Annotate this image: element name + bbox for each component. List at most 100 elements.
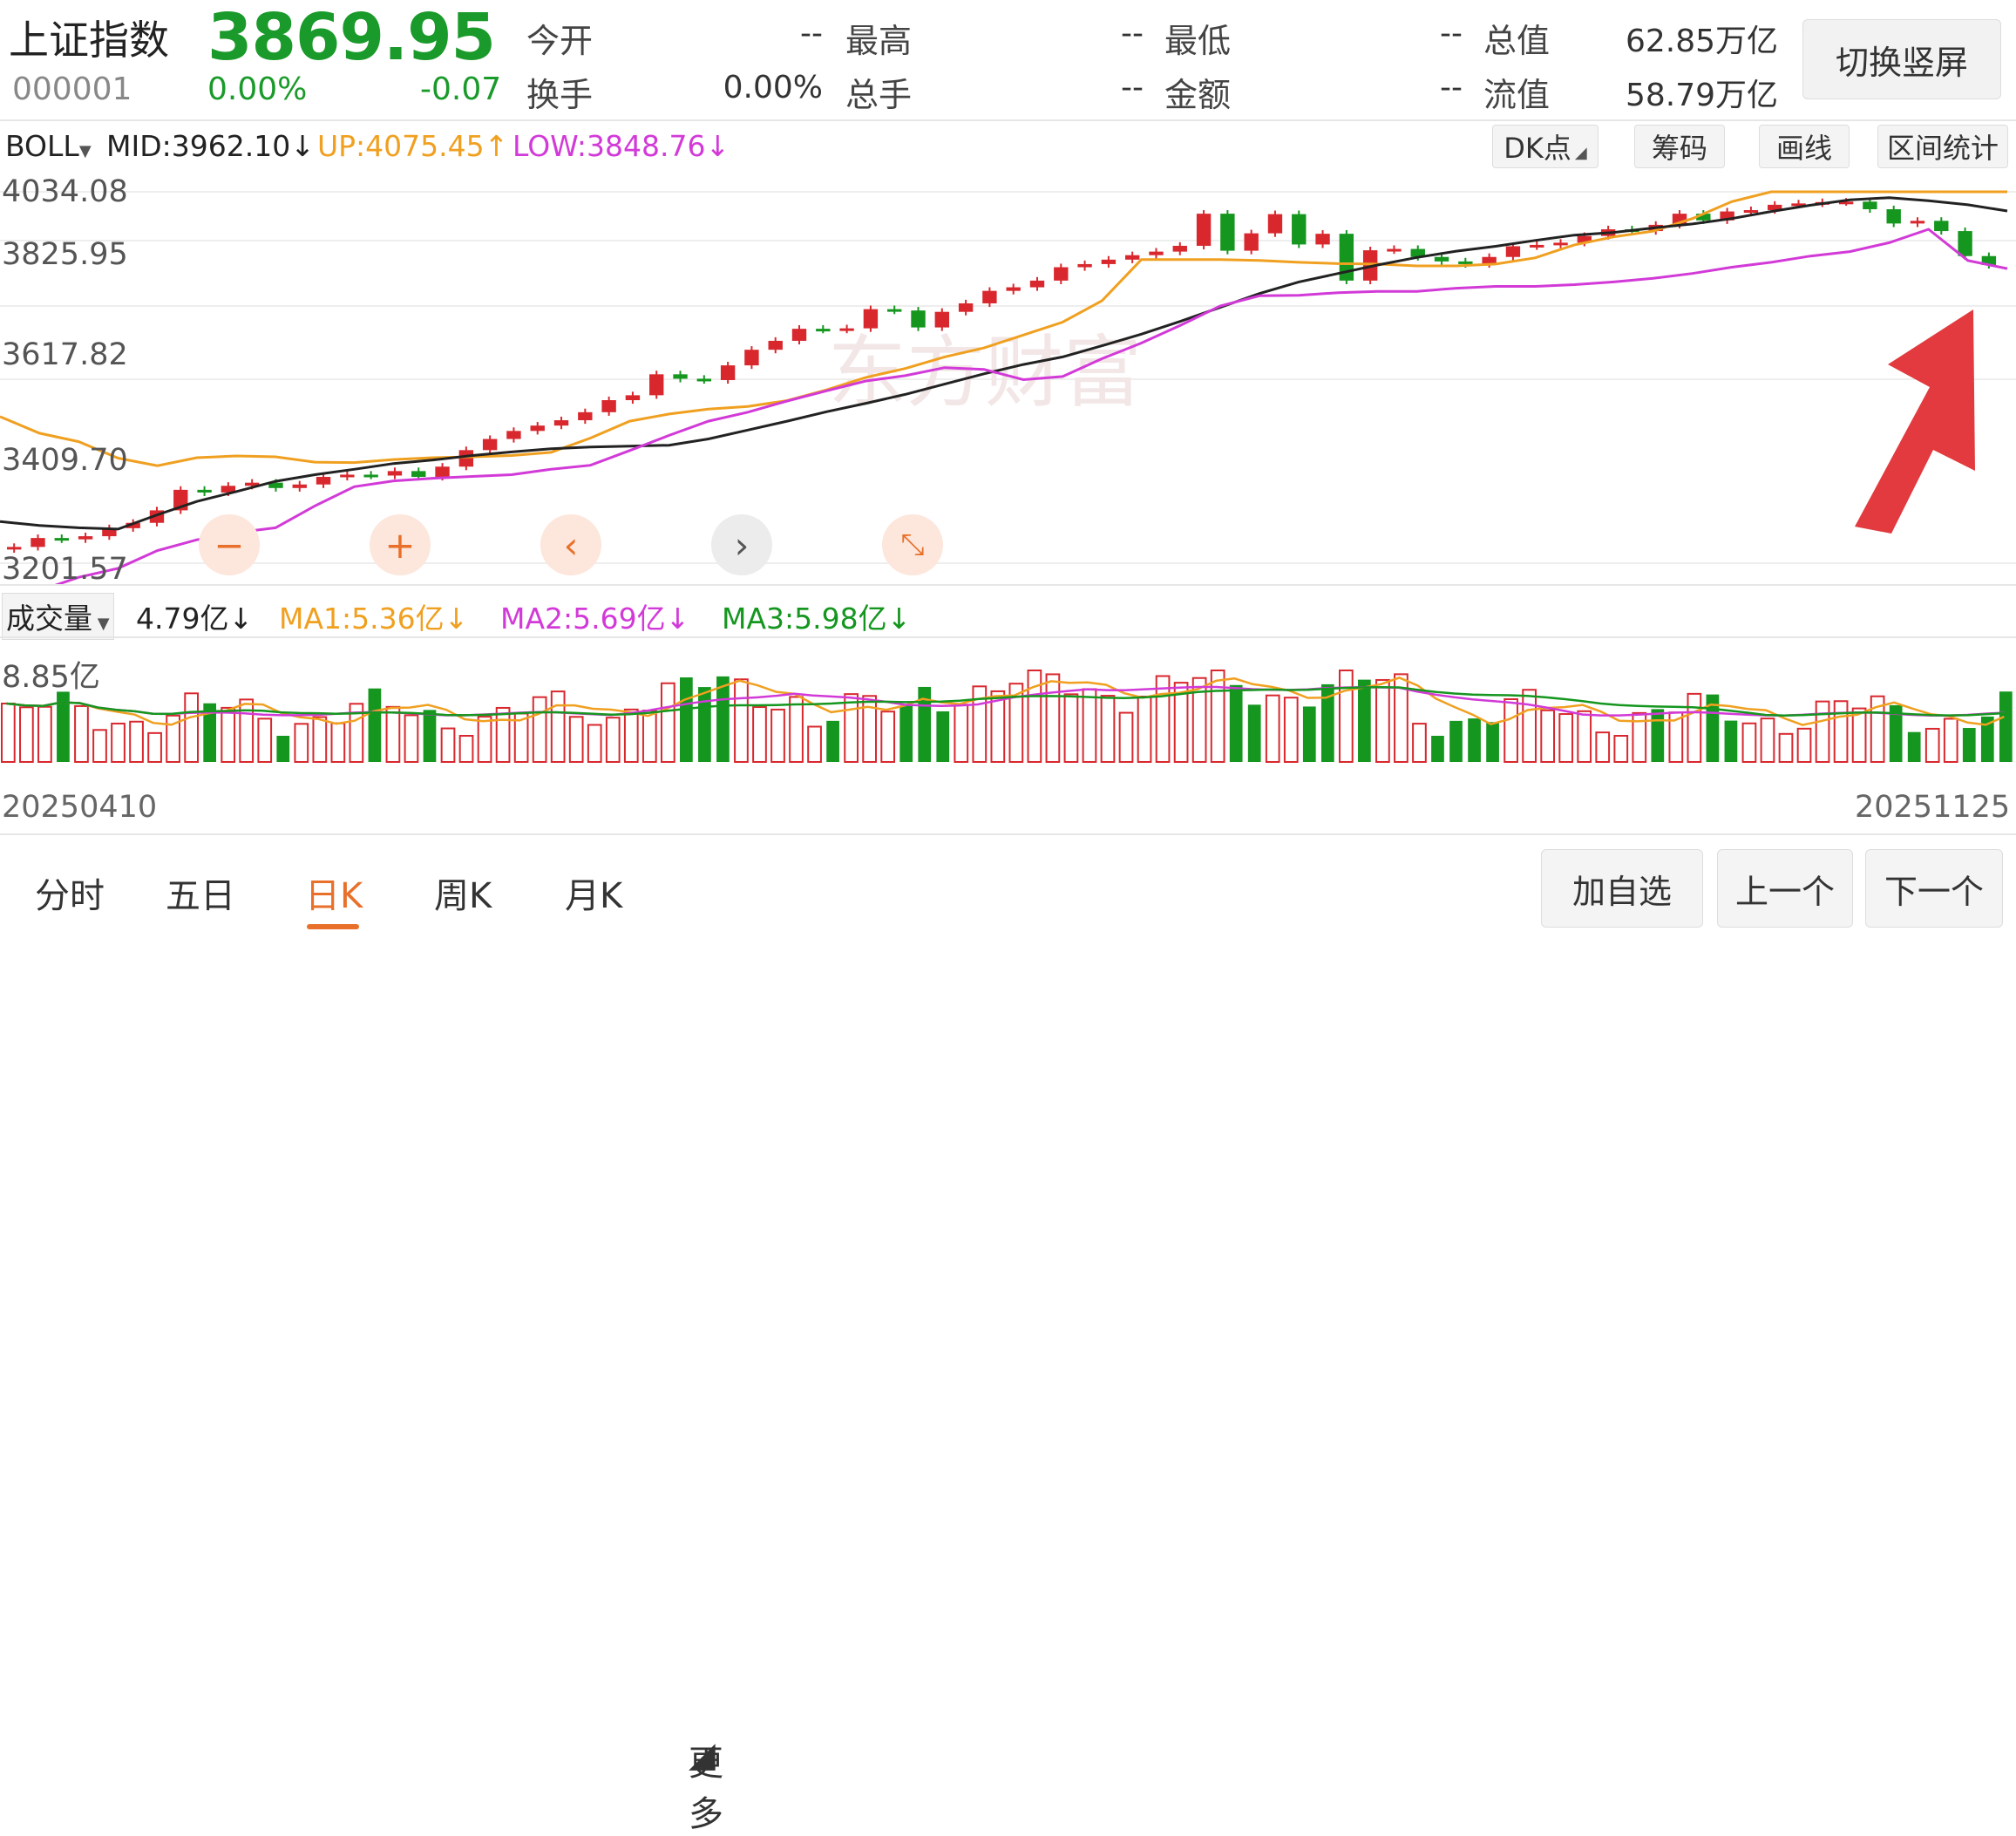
candle xyxy=(1292,214,1307,245)
quote-value-float-value: 58.79万亿 xyxy=(1625,78,1778,113)
candle xyxy=(102,527,117,537)
tab-monthly-k[interactable]: 月K xyxy=(565,876,623,916)
candle xyxy=(1791,203,1806,207)
volume-bar xyxy=(1468,718,1481,762)
dk-point-button[interactable]: DK点 ◢ xyxy=(1492,125,1599,168)
candle xyxy=(292,484,307,488)
next-button[interactable]: 下一个 xyxy=(1865,849,2003,928)
boll-lower-line xyxy=(54,228,2008,584)
volume-bar xyxy=(826,720,839,762)
date-start: 20250410 xyxy=(2,790,158,825)
volume-bar xyxy=(1137,696,1152,763)
volume-bar xyxy=(1394,673,1408,764)
volume-bar xyxy=(458,735,474,763)
volume-bar xyxy=(1962,728,1976,762)
volume-bar xyxy=(880,711,896,763)
candle xyxy=(1315,234,1330,245)
tab-intraday[interactable]: 分时 xyxy=(35,876,105,916)
candle xyxy=(78,536,93,540)
candle xyxy=(1006,287,1021,291)
volume-bar xyxy=(1486,722,1499,762)
price-tick-1: 4034.08 xyxy=(2,174,128,209)
scroll-right-button[interactable]: › xyxy=(711,514,772,575)
candle xyxy=(958,303,974,312)
volume-bar xyxy=(680,677,693,762)
quote-label-volume: 总手 xyxy=(845,76,913,114)
indicator-selector[interactable]: BOLL▼ xyxy=(5,129,92,163)
previous-button[interactable]: 上一个 xyxy=(1717,849,1853,928)
price-tick-3: 3617.82 xyxy=(2,337,128,372)
volume-bar xyxy=(1412,723,1427,763)
quote-label-open: 今开 xyxy=(526,22,594,60)
volume-bar xyxy=(568,716,584,763)
candle xyxy=(1482,256,1497,264)
volume-bar xyxy=(368,688,382,762)
quote-value-open: -- xyxy=(800,16,823,51)
tab-weekly-k[interactable]: 周K xyxy=(434,876,492,916)
volume-bar xyxy=(276,736,290,762)
candle xyxy=(1886,208,1901,224)
candle xyxy=(1054,267,1069,281)
volume-chart[interactable] xyxy=(0,638,2016,779)
scroll-left-button[interactable]: ‹ xyxy=(540,514,601,575)
volume-bar xyxy=(1651,709,1665,762)
candle xyxy=(363,474,378,478)
volume-indicator-selector[interactable]: 成交量 ▼ xyxy=(2,593,114,640)
range-stats-button[interactable]: 区间统计 xyxy=(1877,125,2008,168)
candle xyxy=(1220,214,1235,251)
chip-distribution-button[interactable]: 筹码 xyxy=(1634,125,1725,168)
volume-bar xyxy=(1724,720,1738,762)
candle xyxy=(1410,248,1425,257)
fullscreen-exit-icon[interactable]: ⤡ xyxy=(882,514,943,575)
switch-portrait-button[interactable]: 切换竖屏 xyxy=(1802,19,2001,99)
candle xyxy=(1981,255,1997,265)
candle xyxy=(1934,221,1949,232)
volume-bar xyxy=(57,691,70,762)
volume-bar xyxy=(1595,731,1611,763)
tab-five-day[interactable]: 五日 xyxy=(166,876,235,916)
volume-bar xyxy=(1796,727,1812,763)
candle xyxy=(411,471,426,478)
indicator-up: UP:4075.45↑ xyxy=(317,129,509,163)
divider xyxy=(0,833,2016,835)
price-tick-5: 3201.57 xyxy=(2,552,128,587)
red-arrow-annotation xyxy=(1855,309,1975,534)
zoom-out-button[interactable]: − xyxy=(199,514,260,575)
candle xyxy=(1101,259,1117,264)
volume-bar xyxy=(1889,704,1903,762)
volume-ma3-line xyxy=(6,686,2005,717)
candle xyxy=(1267,214,1283,234)
quote-value-volume: -- xyxy=(1121,70,1144,105)
candle xyxy=(31,538,45,547)
volume-bar xyxy=(862,695,878,763)
stock-code: 000001 xyxy=(12,71,132,107)
volume-bar xyxy=(1999,691,2013,762)
draw-line-button[interactable]: 画线 xyxy=(1759,125,1850,168)
candle xyxy=(1743,210,1759,214)
add-watchlist-button[interactable]: 加自选 xyxy=(1541,849,1703,928)
volume-bar xyxy=(1449,720,1463,762)
change-amount: -0.07 xyxy=(420,71,502,107)
zoom-in-button[interactable]: + xyxy=(370,514,431,575)
volume-bar xyxy=(1173,682,1189,764)
volume-bar xyxy=(1375,678,1390,763)
volume-bar xyxy=(92,729,107,764)
volume-bar xyxy=(1302,706,1316,762)
volume-bar xyxy=(1431,736,1444,762)
volume-bar xyxy=(807,725,822,764)
candle xyxy=(244,482,260,486)
divider xyxy=(0,584,2016,586)
candle xyxy=(1434,256,1449,262)
candle xyxy=(673,374,688,379)
indicator-low: LOW:3848.76↓ xyxy=(512,129,730,163)
candle xyxy=(1696,214,1711,221)
candle xyxy=(720,365,736,380)
candle xyxy=(1958,231,1972,256)
volume-bar xyxy=(184,692,199,763)
candle xyxy=(744,350,759,366)
candle xyxy=(1029,280,1045,288)
tab-daily-k[interactable]: 日K xyxy=(305,876,363,916)
candle xyxy=(1149,251,1164,255)
volume-bar xyxy=(312,716,328,763)
price-chart[interactable]: 东方财富 xyxy=(0,173,2016,584)
